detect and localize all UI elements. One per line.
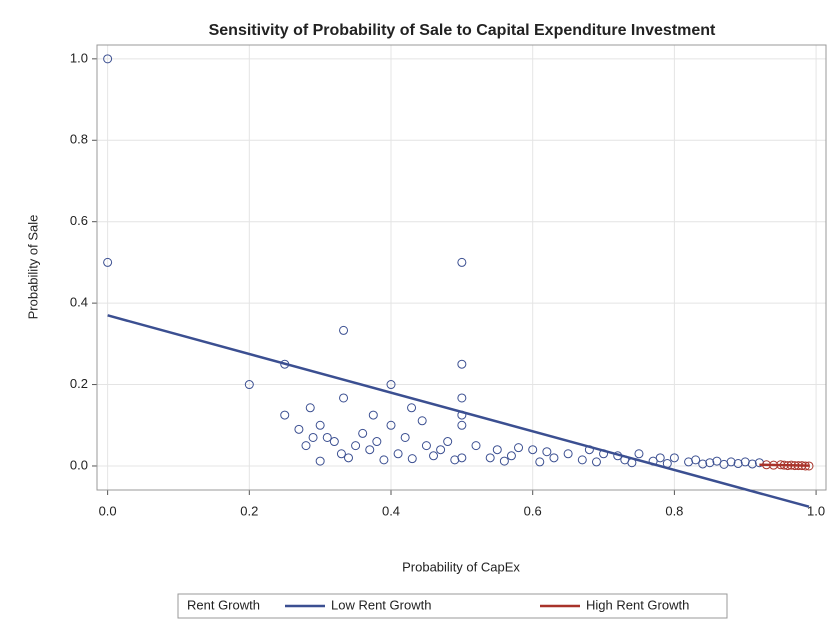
point (322, 432, 332, 442)
point (280, 410, 290, 420)
x-tick-label: 0.4 (382, 503, 400, 518)
x-tick-label: 1.0 (807, 503, 825, 518)
point (457, 359, 467, 369)
point (393, 449, 403, 459)
plot-frame (96, 44, 827, 491)
point (344, 453, 354, 463)
point (492, 445, 502, 455)
point (634, 449, 644, 459)
point (499, 456, 509, 466)
chart-title: Sensitivity of Probability of Sale to Ca… (209, 22, 716, 39)
y-tick-label: 0.4 (70, 295, 88, 310)
point (372, 437, 382, 447)
point (358, 428, 368, 438)
point (450, 455, 460, 465)
point (339, 393, 349, 403)
point (308, 432, 318, 442)
point (365, 445, 375, 455)
point (563, 449, 573, 459)
point (315, 420, 325, 430)
point (305, 403, 315, 413)
point (379, 455, 389, 465)
point (747, 459, 757, 469)
point (407, 454, 417, 464)
point (457, 420, 467, 430)
point (368, 410, 378, 420)
point (471, 441, 481, 451)
point (457, 393, 467, 403)
legend-label: Low Rent Growth (331, 597, 431, 612)
point (351, 441, 361, 451)
point (336, 449, 346, 459)
point (407, 403, 417, 413)
point (591, 457, 601, 467)
point (514, 443, 524, 453)
point (301, 441, 311, 451)
x-tick-label: 0.8 (665, 503, 683, 518)
point (386, 380, 396, 390)
point (443, 437, 453, 447)
x-tick-label: 0.2 (240, 503, 258, 518)
legend-box (177, 593, 728, 619)
point (400, 432, 410, 442)
point (577, 455, 587, 465)
y-axis-label: Probability of Sale (25, 215, 40, 320)
point (549, 453, 559, 463)
y-tick-label: 1.0 (70, 50, 88, 65)
point (417, 416, 427, 426)
point (535, 457, 545, 467)
x-tick-label: 0.0 (99, 503, 117, 518)
y-tick-label: 0.0 (70, 457, 88, 472)
y-tick-label: 0.6 (70, 213, 88, 228)
point (386, 420, 396, 430)
legend-label: High Rent Growth (586, 597, 689, 612)
fit-line (107, 314, 810, 508)
point (542, 447, 552, 457)
point (733, 459, 743, 469)
point (485, 453, 495, 463)
legend-title: Rent Growth (187, 597, 260, 612)
point (315, 456, 325, 466)
x-axis-label: Probability of CapEx (402, 559, 520, 574)
point (705, 458, 715, 468)
point (429, 451, 439, 461)
point (244, 380, 254, 390)
point (103, 54, 113, 64)
x-tick-label: 0.6 (524, 503, 542, 518)
point (421, 441, 431, 451)
y-tick-label: 0.8 (70, 132, 88, 147)
point (339, 325, 349, 335)
y-tick-label: 0.2 (70, 376, 88, 391)
fit-line (759, 463, 810, 467)
point (436, 445, 446, 455)
point (669, 453, 679, 463)
point (506, 451, 516, 461)
point (329, 437, 339, 447)
point (294, 424, 304, 434)
point (528, 445, 538, 455)
point (698, 459, 708, 469)
point (719, 459, 729, 469)
point (103, 257, 113, 267)
point (684, 457, 694, 467)
point (457, 257, 467, 267)
